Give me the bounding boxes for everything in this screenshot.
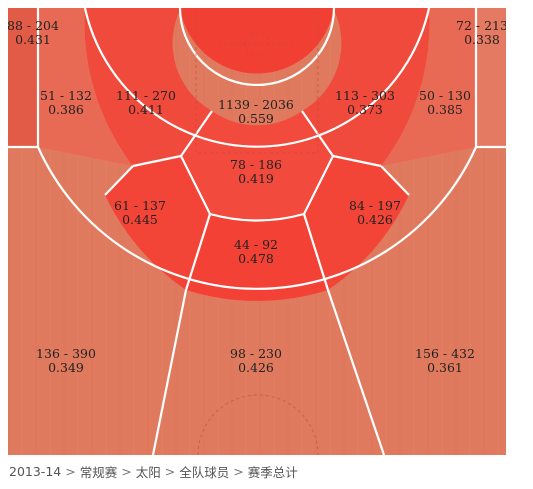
zone-left-long-mid[interactable] <box>105 156 210 290</box>
breadcrumb-separator: > <box>164 463 176 479</box>
zone-pct-left-wing-3: 0.349 <box>48 360 84 375</box>
breadcrumb-item[interactable]: 2013-14 <box>9 463 62 479</box>
breadcrumb-item[interactable]: 常规赛 <box>79 464 118 480</box>
zone-pct-right-wing-mid: 0.385 <box>427 102 463 117</box>
breadcrumb-item[interactable]: 太阳 <box>135 464 161 480</box>
breadcrumb-item[interactable]: 全队球员 <box>179 464 230 480</box>
zone-made-attempts-left-corner-3: 88 - 204 <box>8 18 59 33</box>
zone-made-attempts-left-wing-3: 136 - 390 <box>36 346 96 361</box>
zone-left-elbow-mid[interactable] <box>84 8 212 166</box>
zone-made-attempts-right-wing-3: 156 - 432 <box>415 346 475 361</box>
zone-pct-left-elbow-mid: 0.411 <box>128 102 164 117</box>
zone-made-attempts-top-long-mid: 44 - 92 <box>234 237 278 252</box>
zone-made-attempts-right-long-mid: 84 - 197 <box>349 198 401 213</box>
breadcrumb-separator: > <box>65 463 76 479</box>
shot-chart: 88 - 204 0.431 72 - 213 0.338 51 - 132 0.386 1… <box>8 8 506 455</box>
zone-left-corner-3[interactable] <box>8 8 38 147</box>
zone-made-attempts-right-wing-mid: 50 - 130 <box>419 88 471 103</box>
key-dashes <box>195 8 319 455</box>
zone-made-attempts-restricted-area: 1139 - 2036 <box>218 97 294 112</box>
zone-right-corner-3[interactable] <box>476 8 506 147</box>
zone-pct-right-elbow-mid: 0.373 <box>347 102 383 117</box>
zone-pct-paint: 0.419 <box>238 171 274 186</box>
zone-pct-restricted-area: 0.559 <box>238 111 274 126</box>
zone-pct-right-wing-3: 0.361 <box>427 360 463 375</box>
zone-restricted-area[interactable] <box>180 8 334 74</box>
zone-made-attempts-paint: 78 - 186 <box>230 157 282 172</box>
zone-pct-right-long-mid: 0.426 <box>357 212 393 227</box>
zone-paint[interactable] <box>181 111 333 221</box>
breadcrumb: 2013-14 > 常规赛 > 太阳 > 全队球员 > 赛季总计 <box>9 461 298 481</box>
zone-made-attempts-right-elbow-mid: 113 - 303 <box>335 88 395 103</box>
breadcrumb-item[interactable]: 赛季总计 <box>247 464 298 480</box>
zone-left-wing-mid[interactable] <box>38 8 133 166</box>
zone-top-long-mid[interactable] <box>186 214 328 301</box>
breadcrumb-separator: > <box>121 463 132 479</box>
zone-pct-left-wing-mid: 0.386 <box>48 102 84 117</box>
zone-pct-left-long-mid: 0.445 <box>122 212 158 227</box>
zone-pct-top-long-mid: 0.478 <box>238 251 274 266</box>
breadcrumb-separator: > <box>233 463 244 479</box>
zone-made-attempts-left-wing-mid: 51 - 132 <box>40 88 92 103</box>
zone-pct-right-corner-3: 0.338 <box>464 32 500 47</box>
zone-made-attempts-top-key-3: 98 - 230 <box>230 346 282 361</box>
zone-made-attempts-right-corner-3: 72 - 213 <box>456 18 506 33</box>
zone-right-long-mid[interactable] <box>304 156 409 290</box>
court-lines <box>8 8 506 455</box>
zone-made-attempts-left-elbow-mid: 111 - 270 <box>116 88 176 103</box>
zone-pct-left-corner-3: 0.431 <box>15 32 51 47</box>
zone-made-attempts-left-long-mid: 61 - 137 <box>114 198 166 213</box>
zone-right-wing-mid[interactable] <box>381 8 476 166</box>
zone-pct-top-key-3: 0.426 <box>238 360 274 375</box>
zone-right-elbow-mid[interactable] <box>302 8 430 166</box>
